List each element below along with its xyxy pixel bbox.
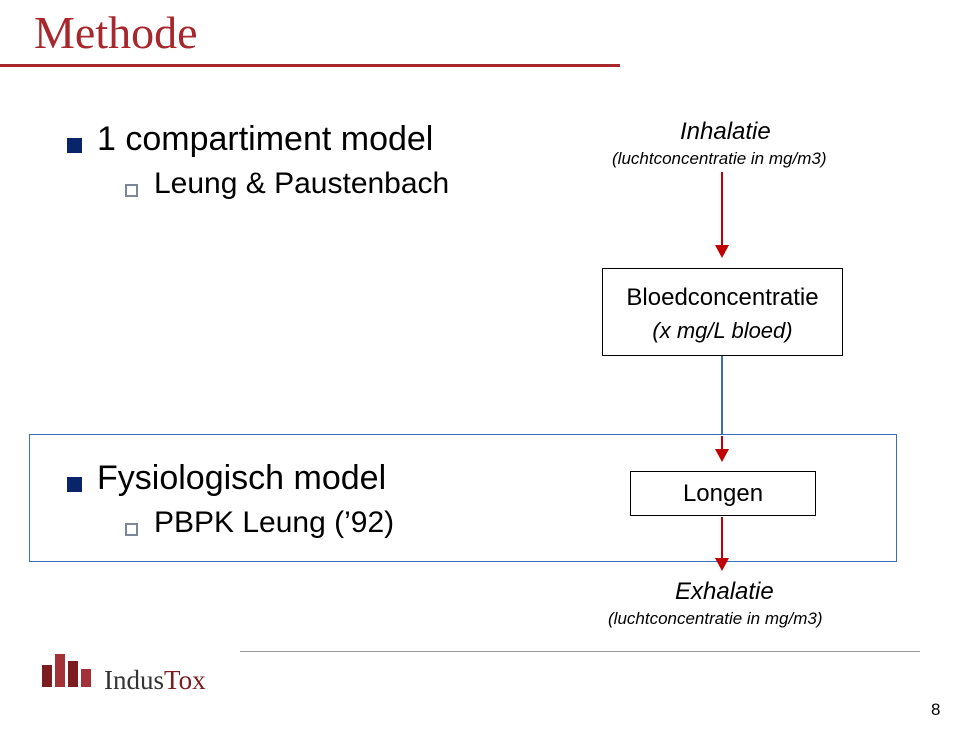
logo-bar <box>42 665 52 687</box>
arrow-head-down-icon <box>715 558 729 571</box>
bullet-hollow <box>125 184 138 197</box>
longen-box: Longen <box>630 471 816 516</box>
title-underline <box>0 64 620 67</box>
sub-bullet-1-text: Leung & Paustenbach <box>154 167 449 201</box>
logo-text-part1: Indus <box>104 665 164 695</box>
logo-text-part2: Tox <box>164 665 206 695</box>
bullet-hollow <box>125 523 138 536</box>
exhalatie-label: Exhalatie <box>675 578 774 606</box>
connector-line <box>721 356 723 434</box>
bullet-1-text: 1 compartiment model <box>97 120 433 159</box>
bloedconcentratie-box: Bloedconcentratie (x mg/L bloed) <box>602 268 843 356</box>
inhalatie-label: Inhalatie <box>680 118 771 146</box>
arrow-head-down-icon <box>715 449 729 462</box>
logo-bar <box>55 654 65 687</box>
arrow-line <box>721 172 723 247</box>
logo-bar <box>81 669 91 687</box>
arrow-head-down-icon <box>715 245 729 258</box>
industox-logo-bars <box>42 654 91 687</box>
page-number: 8 <box>931 700 940 720</box>
footer-divider <box>240 651 920 652</box>
bloed-box-line1: Bloedconcentratie <box>626 280 818 312</box>
bloed-box-line2: (x mg/L bloed) <box>652 312 792 344</box>
arrow-line <box>721 517 723 560</box>
slide: Methode 1 compartiment model Leung & Pau… <box>0 0 960 736</box>
exhalatie-sublabel: (luchtconcentratie in mg/m3) <box>608 609 822 629</box>
bullet-square <box>67 138 82 153</box>
inhalatie-sublabel: (luchtconcentratie in mg/m3) <box>612 149 826 169</box>
slide-title: Methode <box>34 6 198 59</box>
bullet-2-text: Fysiologisch model <box>97 459 386 498</box>
longen-box-line1: Longen <box>683 480 763 508</box>
sub-bullet-2-text: PBPK Leung (’92) <box>154 506 394 540</box>
industox-logo-text: IndusTox <box>104 665 206 696</box>
bullet-square <box>67 477 82 492</box>
logo-bar <box>68 661 78 687</box>
